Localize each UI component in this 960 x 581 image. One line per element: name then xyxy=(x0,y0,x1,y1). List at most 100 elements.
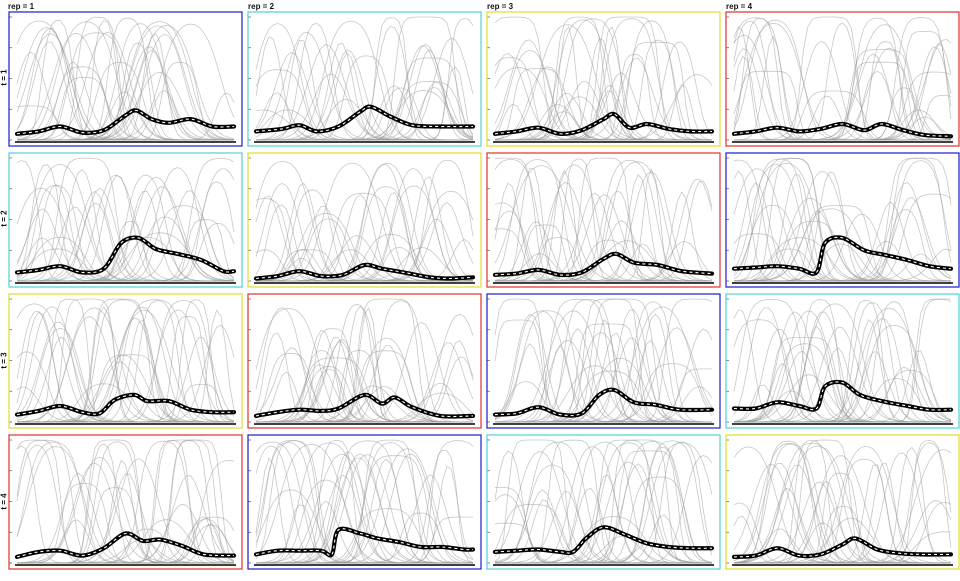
thin-curve xyxy=(734,220,951,282)
thin-curve xyxy=(256,17,474,141)
mean-curve-dash xyxy=(16,394,235,416)
thin-curve xyxy=(255,92,473,141)
panel-r2-rep2 xyxy=(247,152,482,288)
panel-r2-rep1 xyxy=(8,152,243,288)
col-title-rep-4: rep = 4 xyxy=(726,2,753,11)
thin-curve xyxy=(16,441,234,564)
mean-curve-dash xyxy=(255,264,474,280)
thin-curve xyxy=(17,354,234,423)
panel-r4-rep3 xyxy=(486,434,721,570)
thin-curve xyxy=(494,450,712,564)
thin-curve xyxy=(733,463,951,564)
panel-r3-rep1 xyxy=(8,293,243,429)
mean-curve xyxy=(253,526,476,558)
panel-r4-rep4 xyxy=(725,434,960,570)
col-title-rep-3: rep = 3 xyxy=(487,2,514,11)
thin-curve xyxy=(17,49,234,141)
thin-curve xyxy=(494,16,712,141)
panel-frame xyxy=(8,293,243,429)
mean-curve-dash xyxy=(733,381,952,411)
thin-curve xyxy=(495,243,712,282)
thin-curve xyxy=(495,16,712,141)
panel-r4-rep2 xyxy=(247,434,482,570)
thin-curve xyxy=(17,440,234,564)
panel-frame xyxy=(486,293,721,429)
thin-curve xyxy=(495,18,712,141)
panel-frame xyxy=(8,434,243,570)
mean-curve-dash xyxy=(16,109,235,135)
mean-curve-dash xyxy=(494,113,713,135)
mean-curve-dash xyxy=(733,537,952,558)
mean-curve-dash xyxy=(255,106,474,132)
thin-curve xyxy=(734,208,951,282)
panel-r1-rep3 xyxy=(486,11,721,147)
mean-curve-dash xyxy=(494,253,713,276)
thin-curve xyxy=(494,165,712,282)
thin-curve xyxy=(16,444,234,564)
thin-curve xyxy=(256,98,473,141)
panel-frame xyxy=(247,293,482,429)
panel-r2-rep4 xyxy=(725,152,960,288)
thin-curve xyxy=(17,219,235,282)
thin-curve xyxy=(734,455,951,564)
panel-r1-rep2 xyxy=(247,11,482,147)
thin-curve xyxy=(255,308,473,423)
thin-curve xyxy=(494,67,712,141)
thin-curve xyxy=(495,16,712,141)
thin-curve xyxy=(734,501,952,564)
mean-curve-dash xyxy=(16,532,235,558)
mean-curve-dash xyxy=(16,236,235,274)
thin-curve xyxy=(495,237,712,282)
thin-curve xyxy=(495,164,712,282)
thin-curve xyxy=(495,190,712,282)
row-title-t-1: t = 1 xyxy=(0,69,9,86)
mean-curve-dash xyxy=(733,123,952,137)
thin-curve xyxy=(733,463,951,564)
thin-curve xyxy=(17,441,234,564)
panel-r3-rep4 xyxy=(725,293,960,429)
panel-r2-rep3 xyxy=(486,152,721,288)
thin-curve xyxy=(495,18,712,141)
thin-curve xyxy=(495,20,713,141)
panel-frame xyxy=(247,152,482,288)
thin-curve xyxy=(256,159,474,282)
thin-curve xyxy=(256,162,473,282)
thin-curve xyxy=(256,176,474,282)
panel-frame xyxy=(725,152,960,288)
thin-curve xyxy=(495,158,712,282)
thin-curve xyxy=(734,464,951,564)
thin-curve xyxy=(734,214,951,282)
row-title-t-4: t = 4 xyxy=(0,493,9,510)
thin-curve xyxy=(16,462,234,564)
mean-curve-dash xyxy=(733,236,952,275)
thin-curve xyxy=(733,374,951,423)
row-title-t-2: t = 2 xyxy=(0,210,9,227)
panel-frame xyxy=(8,11,243,147)
row-title-t-3: t = 3 xyxy=(0,352,9,369)
panel-r3-rep3 xyxy=(486,293,721,429)
panel-r4-rep1 xyxy=(8,434,243,570)
panel-r1-rep1 xyxy=(8,11,243,147)
panel-frame xyxy=(8,152,243,288)
panel-r1-rep4 xyxy=(725,11,960,147)
thin-curve xyxy=(495,19,712,141)
panel-frame xyxy=(725,293,960,429)
thin-curve xyxy=(734,462,951,564)
panel-frame xyxy=(247,434,482,570)
panel-frame xyxy=(486,152,721,288)
thin-curve xyxy=(494,159,712,282)
col-title-rep-1: rep = 1 xyxy=(8,2,35,11)
panel-frame xyxy=(486,11,721,147)
panel-r3-rep2 xyxy=(247,293,482,429)
thin-curve xyxy=(495,159,712,282)
thin-curve xyxy=(495,161,713,282)
thin-curve xyxy=(495,220,712,282)
panel-frame xyxy=(486,434,721,570)
thin-curve xyxy=(256,49,473,141)
col-title-rep-2: rep = 2 xyxy=(248,2,275,11)
mean-curve-dash xyxy=(494,389,713,417)
mean-curve-dash xyxy=(255,394,474,418)
thin-curve xyxy=(734,531,952,564)
